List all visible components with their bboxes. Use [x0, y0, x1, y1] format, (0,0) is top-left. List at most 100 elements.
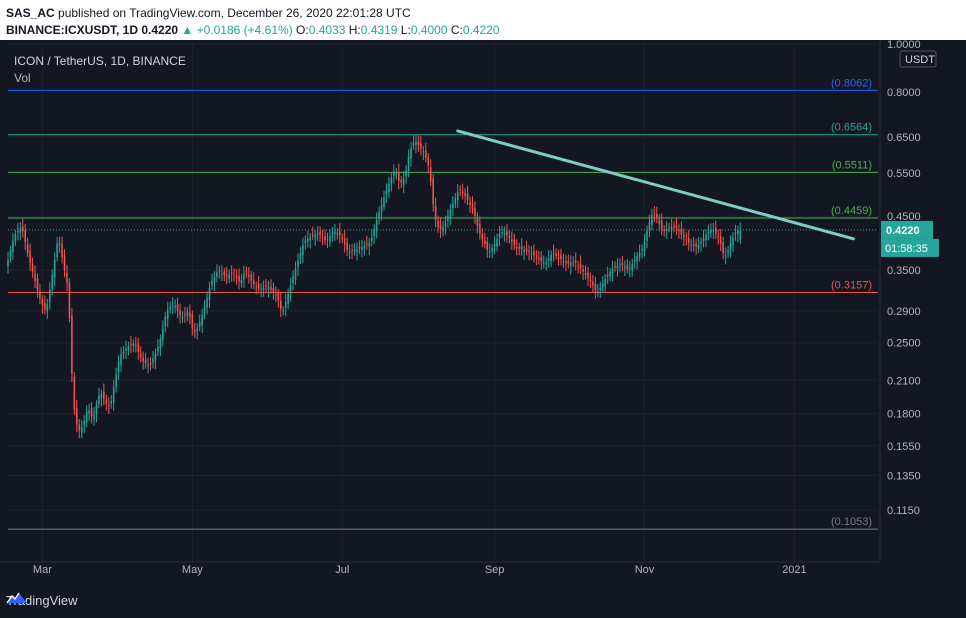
- candle-body: [282, 310, 285, 312]
- candle-body: [619, 264, 621, 266]
- candle-body: [498, 233, 501, 238]
- candle-body: [233, 274, 235, 276]
- candle-body: [228, 274, 230, 279]
- horizontal-levels: (0.8062) (0.6564) (0.5511) (0.4459) (0.3157)…: [8, 77, 878, 530]
- candle-body: [56, 243, 58, 258]
- candle-body: [538, 258, 540, 260]
- candle-body: [329, 236, 331, 242]
- trendline-layer: [8, 129, 878, 241]
- candle-body: [604, 278, 607, 287]
- volume-indicator-label[interactable]: Vol: [14, 71, 31, 85]
- candle-body: [631, 264, 634, 271]
- x-tick-label: Sep: [485, 564, 505, 576]
- candle-body: [577, 265, 579, 267]
- candle-body: [737, 230, 739, 235]
- candle-body: [678, 230, 680, 232]
- publication-header: SAS_AC published on TradingView.com, Dec…: [0, 0, 966, 40]
- candle-body: [624, 267, 626, 269]
- candle-body: [545, 262, 548, 264]
- candle-body: [712, 230, 715, 232]
- candle-body: [171, 304, 174, 306]
- x-tick-label: 2021: [782, 564, 806, 576]
- candle-body: [130, 344, 132, 346]
- candle-body: [356, 249, 358, 253]
- candle-body: [26, 244, 29, 253]
- candle-body: [673, 225, 675, 227]
- candle-body: [402, 178, 405, 186]
- chart-area[interactable]: (0.8062) (0.6564) (0.5511) (0.4459) (0.3157)…: [0, 40, 966, 618]
- candle-body: [80, 427, 83, 433]
- candle-body: [587, 272, 589, 279]
- candle-body: [373, 228, 375, 236]
- candle-body: [368, 242, 371, 247]
- candle-body: [112, 387, 115, 403]
- candle-body: [34, 273, 36, 281]
- candle-body: [316, 233, 319, 235]
- candle-body: [14, 234, 17, 242]
- publisher-name[interactable]: SAS_AC: [6, 6, 55, 20]
- candle-body: [257, 283, 260, 289]
- candles: [7, 135, 742, 439]
- publisher-line: SAS_AC published on TradingView.com, Dec…: [6, 6, 411, 20]
- candle-body: [648, 222, 651, 230]
- candle-body: [208, 288, 211, 300]
- candle-body: [511, 239, 513, 242]
- candle-body: [260, 288, 262, 290]
- candle-body: [309, 237, 312, 241]
- tradingview-logo[interactable]: TradingView: [6, 590, 78, 610]
- candle-body: [481, 233, 484, 239]
- candle-body: [724, 255, 727, 257]
- candle-body: [262, 287, 265, 290]
- candle-body: [144, 359, 147, 364]
- candle-body: [71, 316, 73, 374]
- candle-body: [24, 230, 27, 243]
- candle-body: [61, 244, 63, 258]
- candle-body: [412, 142, 415, 146]
- candle-body: [277, 293, 280, 301]
- candle-body: [628, 268, 631, 270]
- descending-trendline: [456, 129, 855, 241]
- candle-body: [95, 405, 98, 414]
- candle-body: [149, 363, 152, 365]
- candle-body: [154, 353, 157, 361]
- candle-body: [46, 303, 49, 312]
- candle-body: [338, 231, 341, 236]
- candle-body: [36, 278, 39, 290]
- candle-body: [76, 407, 78, 425]
- candle-body: [456, 192, 459, 200]
- y-tick-label: 0.5500: [887, 168, 921, 180]
- candle-body: [88, 410, 90, 413]
- candle-body: [565, 261, 567, 264]
- candle-body: [9, 250, 12, 257]
- candle-body: [395, 172, 398, 175]
- candle-body: [105, 399, 108, 404]
- candle-body: [486, 241, 489, 250]
- candle-body: [132, 343, 135, 346]
- candle-body: [218, 270, 221, 272]
- candle-body: [513, 239, 516, 246]
- candle-body: [279, 300, 282, 309]
- candle-body: [542, 263, 545, 265]
- candle-body: [444, 222, 447, 227]
- candle-body: [687, 237, 690, 243]
- candle-body: [722, 242, 724, 254]
- candle-body: [186, 312, 189, 317]
- candle-body: [471, 203, 474, 210]
- candle-body: [690, 244, 693, 246]
- candle-body: [579, 263, 582, 269]
- candle-body: [665, 229, 668, 231]
- level-label: (0.3157): [831, 279, 872, 291]
- candle-body: [189, 312, 191, 317]
- level-label: (0.5511): [832, 159, 872, 171]
- candle-body: [363, 246, 366, 249]
- candle-body: [157, 347, 159, 352]
- candle-body: [479, 223, 481, 234]
- high-label: H:: [348, 23, 361, 37]
- y-tick-label: 0.1150: [887, 505, 920, 517]
- chart-canvas[interactable]: (0.8062) (0.6564) (0.5511) (0.4459) (0.3157)…: [0, 40, 966, 618]
- candle-body: [238, 275, 240, 282]
- candle-body: [592, 281, 594, 286]
- candle-body: [378, 212, 380, 219]
- candle-body: [454, 197, 457, 204]
- candle-body: [12, 240, 14, 252]
